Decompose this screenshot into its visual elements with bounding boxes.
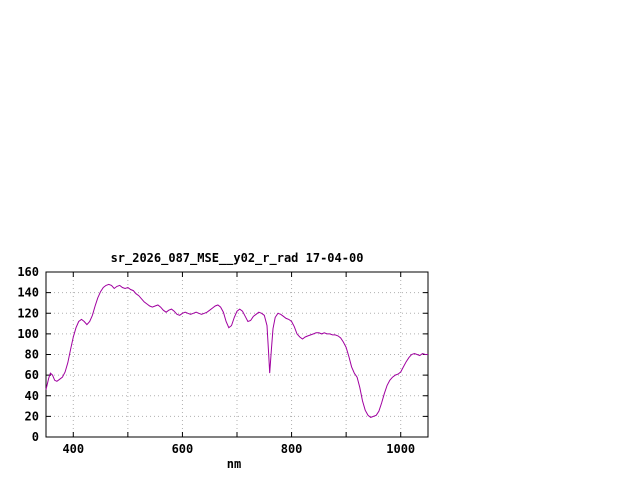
spectrum-line	[45, 283, 428, 418]
y-tick-label: 80	[25, 348, 39, 362]
chart-title: sr_2026_087_MSE__y02_r_rad 17-04-00	[111, 251, 364, 266]
y-tick-label: 100	[17, 327, 39, 341]
x-tick-label: 800	[281, 442, 303, 456]
y-tick-label: 120	[17, 306, 39, 320]
x-tick-label: 400	[62, 442, 84, 456]
y-tick-label: 0	[32, 430, 39, 444]
x-tick-label: 1000	[386, 442, 415, 456]
y-tick-label: 140	[17, 286, 39, 300]
y-tick-label: 40	[25, 389, 39, 403]
y-tick-label: 60	[25, 368, 39, 382]
x-axis-label: nm	[227, 457, 241, 471]
y-tick-label: 160	[17, 265, 39, 279]
y-tick-label: 20	[25, 409, 39, 423]
x-tick-label: 600	[172, 442, 194, 456]
